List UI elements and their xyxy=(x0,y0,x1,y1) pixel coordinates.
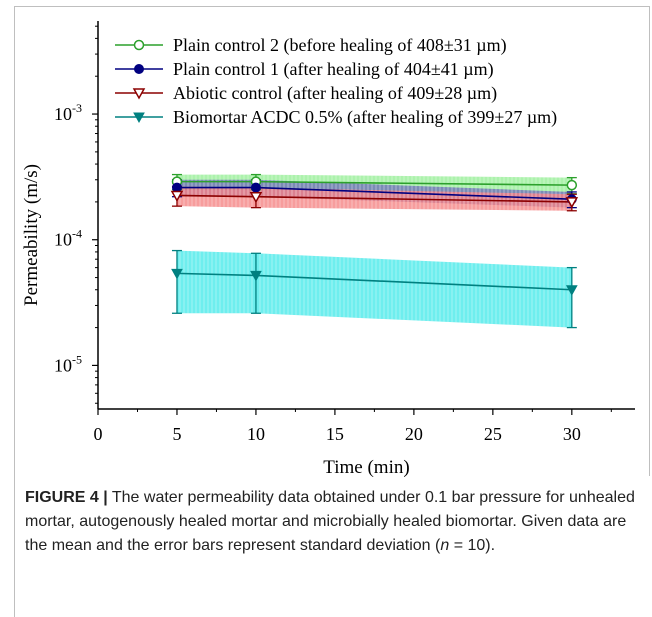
caption-text-before: The water permeability data obtained und… xyxy=(25,489,635,554)
legend-label-0: Plain control 2 (before healing of 408±3… xyxy=(173,35,507,56)
data-point-0-2 xyxy=(566,179,578,191)
legend-marker-2 xyxy=(132,88,146,100)
figure-caption: FIGURE 4 | The water permeability data o… xyxy=(14,476,650,617)
x-tick-label-20: 20 xyxy=(405,424,423,444)
legend-marker-0 xyxy=(133,39,145,51)
x-tick-label-15: 15 xyxy=(326,424,344,444)
caption-text-after: = 10). xyxy=(449,537,496,554)
figure-panel: 0 5 10 15 20 25 30 10-5 10-4 10-3 Time (min) Per… xyxy=(14,6,650,477)
y-axis-title: Permeability (m/s) xyxy=(21,164,42,306)
legend: Plain control 2 (before healing of 408±3… xyxy=(115,35,557,128)
legend-label-3: Biomortar ACDC 0.5% (after healing of 39… xyxy=(173,107,557,128)
x-tick-label-0: 0 xyxy=(94,424,103,444)
permeability-chart: 0 5 10 15 20 25 30 10-5 10-4 10-3 Time (min) Per… xyxy=(21,21,635,477)
data-point-2-0 xyxy=(170,190,184,203)
legend-label-1: Plain control 1 (after healing of 404±41… xyxy=(173,59,494,80)
x-axis-title: Time (min) xyxy=(323,457,409,477)
data-point-3-1 xyxy=(250,270,262,282)
error-band-hatch-3 xyxy=(176,250,572,328)
data-point-2-2 xyxy=(565,197,579,209)
y-tick-label-0: 10-5 xyxy=(54,352,82,375)
x-tick-label-25: 25 xyxy=(484,424,502,444)
caption-n-symbol: n xyxy=(440,537,450,554)
legend-marker-1 xyxy=(134,64,144,74)
data-point-3-2 xyxy=(565,285,578,296)
data-point-3-0 xyxy=(171,268,183,280)
legend-label-2: Abiotic control (after healing of 409±28… xyxy=(173,83,497,104)
data-point-1-1 xyxy=(250,182,261,193)
legend-marker-3 xyxy=(133,112,145,124)
x-tick-label-5: 5 xyxy=(172,424,181,444)
x-tick-label-30: 30 xyxy=(563,424,581,444)
data-markers xyxy=(170,176,579,296)
x-tick-label-10: 10 xyxy=(247,424,265,444)
x-axis-ticks: 0 5 10 15 20 25 30 xyxy=(94,409,612,444)
axes xyxy=(97,21,635,410)
y-tick-label-1: 10-4 xyxy=(54,227,82,250)
data-point-2-1 xyxy=(249,191,263,204)
y-tick-label-2: 10-3 xyxy=(54,101,82,124)
caption-label: FIGURE 4 | xyxy=(25,489,108,506)
y-axis-ticks: 10-5 10-4 10-3 xyxy=(54,25,98,404)
